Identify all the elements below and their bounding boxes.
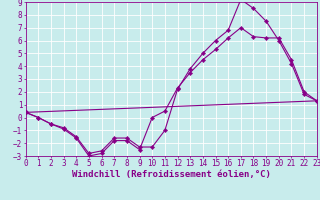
X-axis label: Windchill (Refroidissement éolien,°C): Windchill (Refroidissement éolien,°C)	[72, 170, 271, 179]
